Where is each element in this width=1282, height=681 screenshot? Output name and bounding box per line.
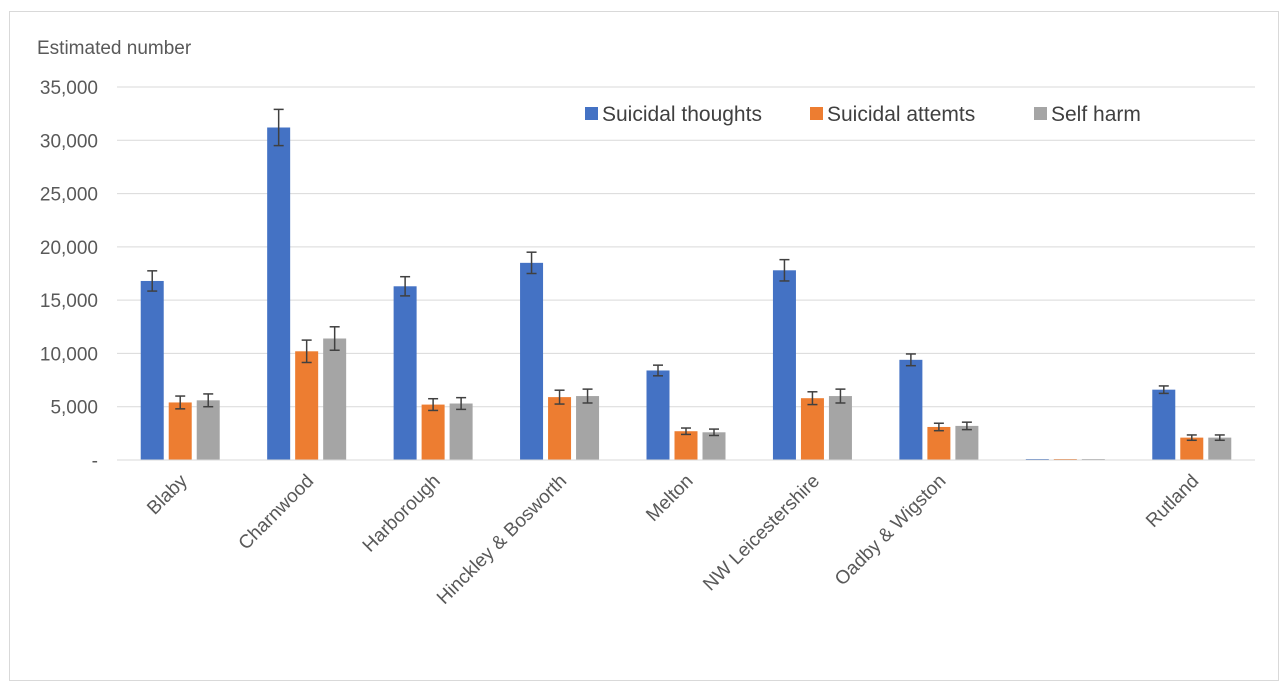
legend: Suicidal thoughts Suicidal attemts Self ha… — [585, 103, 1141, 126]
x-tick-label: Harborough — [359, 471, 445, 557]
bar — [140, 280, 164, 460]
bar — [295, 351, 319, 460]
legend-swatch — [585, 107, 598, 120]
y-tick-label: 5,000 — [50, 398, 98, 419]
legend-swatch — [1034, 107, 1047, 120]
bar — [168, 402, 192, 460]
bar — [800, 398, 824, 460]
bar — [548, 397, 572, 460]
bar — [772, 270, 796, 460]
legend-label: Suicidal thoughts — [602, 103, 762, 126]
legend-label: Suicidal attemts — [827, 103, 975, 126]
y-tick-label: 30,000 — [40, 131, 98, 152]
y-tick-label: 10,000 — [40, 344, 98, 365]
bar — [323, 338, 347, 460]
x-tick-label: Hinckley & Bosworth — [433, 471, 571, 609]
bar — [267, 127, 291, 461]
y-tick-label: 25,000 — [40, 185, 98, 206]
y-tick-label: 35,000 — [40, 78, 98, 99]
y-axis-label: Estimated number — [37, 38, 192, 59]
bar — [674, 431, 698, 460]
bar — [1152, 389, 1176, 460]
error-bars — [147, 108, 1225, 442]
x-tick-label: NW Leicestershire — [699, 471, 824, 596]
bar — [520, 262, 544, 460]
bar — [899, 359, 923, 460]
bar — [1208, 437, 1232, 460]
y-tick-label: - — [92, 451, 98, 472]
bar — [702, 432, 726, 460]
legend-label: Self harm — [1051, 103, 1141, 126]
chart-frame — [9, 11, 1279, 681]
bar — [393, 286, 417, 460]
x-tick-label: Blaby — [143, 470, 192, 519]
x-tick-label: Oadby & Wigston — [831, 471, 950, 590]
legend-swatch — [810, 107, 823, 120]
bar — [421, 404, 445, 460]
bar — [576, 396, 600, 460]
bar — [1180, 437, 1204, 460]
y-tick-label: 20,000 — [40, 238, 98, 259]
x-tick-label: Melton — [642, 471, 697, 526]
bar — [927, 426, 951, 460]
bar — [646, 370, 670, 460]
y-tick-label: 15,000 — [40, 291, 98, 312]
x-tick-label: Charnwood — [235, 471, 319, 555]
bar — [449, 403, 473, 460]
bars — [140, 127, 1232, 461]
bar — [196, 400, 220, 460]
x-tick-label: Rutland — [1142, 471, 1203, 532]
bar — [955, 425, 979, 460]
bar — [828, 396, 852, 460]
y-axis-ticks: - 5,000 10,000 15,000 20,000 25,000 30,000 35,0… — [40, 78, 98, 472]
